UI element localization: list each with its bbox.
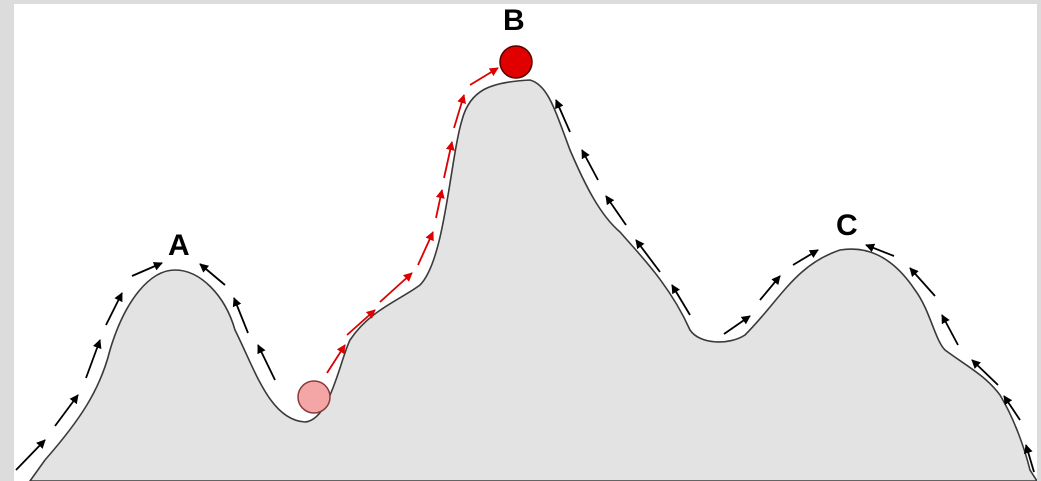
start-ball (297, 380, 331, 414)
arrows-left-of-a (15, 262, 163, 471)
diagram-frame: A B C (14, 4, 1037, 481)
label-c: C (836, 209, 858, 242)
climb-arrows (326, 67, 499, 374)
arrows-right-of-a (199, 263, 276, 381)
arrows-right-of-b (555, 99, 691, 316)
end-ball (499, 45, 533, 79)
terrain (29, 79, 1037, 481)
label-b: B (503, 4, 525, 37)
arrows-right-of-c (865, 243, 1035, 473)
arrows-left-of-c (723, 249, 819, 335)
hill-climbing-diagram: A B C (15, 4, 1037, 481)
label-a: A (168, 229, 190, 262)
